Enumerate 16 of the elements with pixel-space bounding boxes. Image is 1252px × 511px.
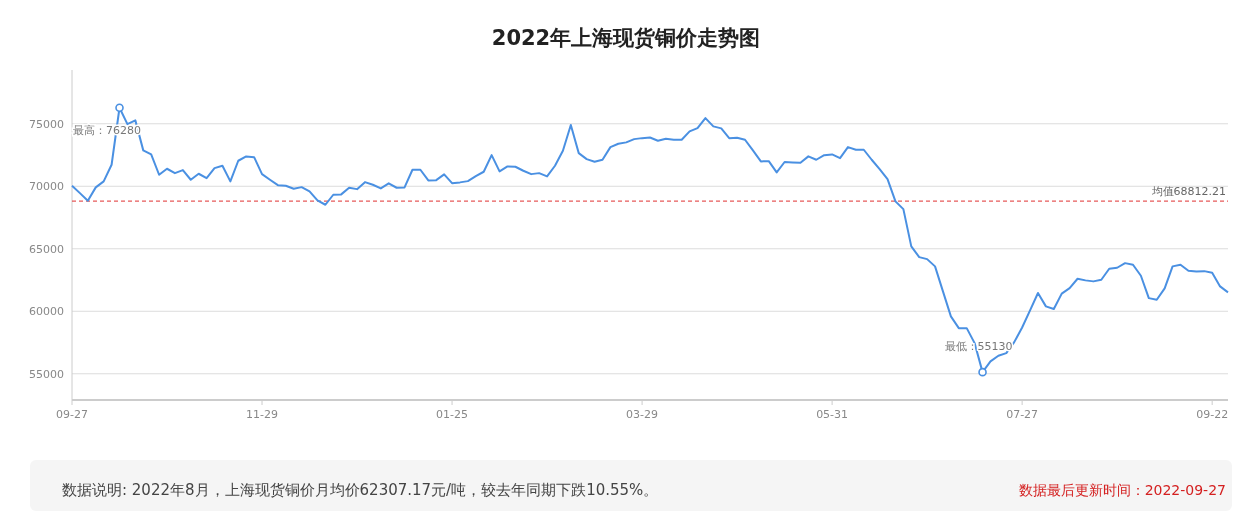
- x-tick-label: 09-27: [56, 408, 88, 421]
- text: 数据说明: 2022年8月，上海现货铜价月均价62307.17元/吨，较去年同期下跌10.55%。: [62, 481, 659, 499]
- x-tick-label: 01-25: [436, 408, 469, 421]
- x-tick-label: 07-27: [1006, 408, 1039, 421]
- y-tick-label: 65000: [29, 242, 64, 256]
- x-tick-label: 09-22: [1196, 408, 1229, 421]
- text: 数据最后更新时间：2022-09-27: [1018, 482, 1226, 498]
- chart-title: 2022年上海现货铜价走势图: [491, 26, 761, 50]
- y-tick-label: 55000: [29, 367, 64, 381]
- y-tick-label: 75000: [29, 117, 64, 131]
- x-tick-label: 05-31: [816, 408, 849, 421]
- ref-line-label: 均值68812.21: [1150, 185, 1226, 199]
- y-tick-label: 60000: [29, 305, 64, 319]
- y-tick-label: 70000: [29, 180, 64, 194]
- x-tick-label: 11-29: [246, 408, 279, 421]
- x-tick-label: 03-29: [626, 408, 659, 421]
